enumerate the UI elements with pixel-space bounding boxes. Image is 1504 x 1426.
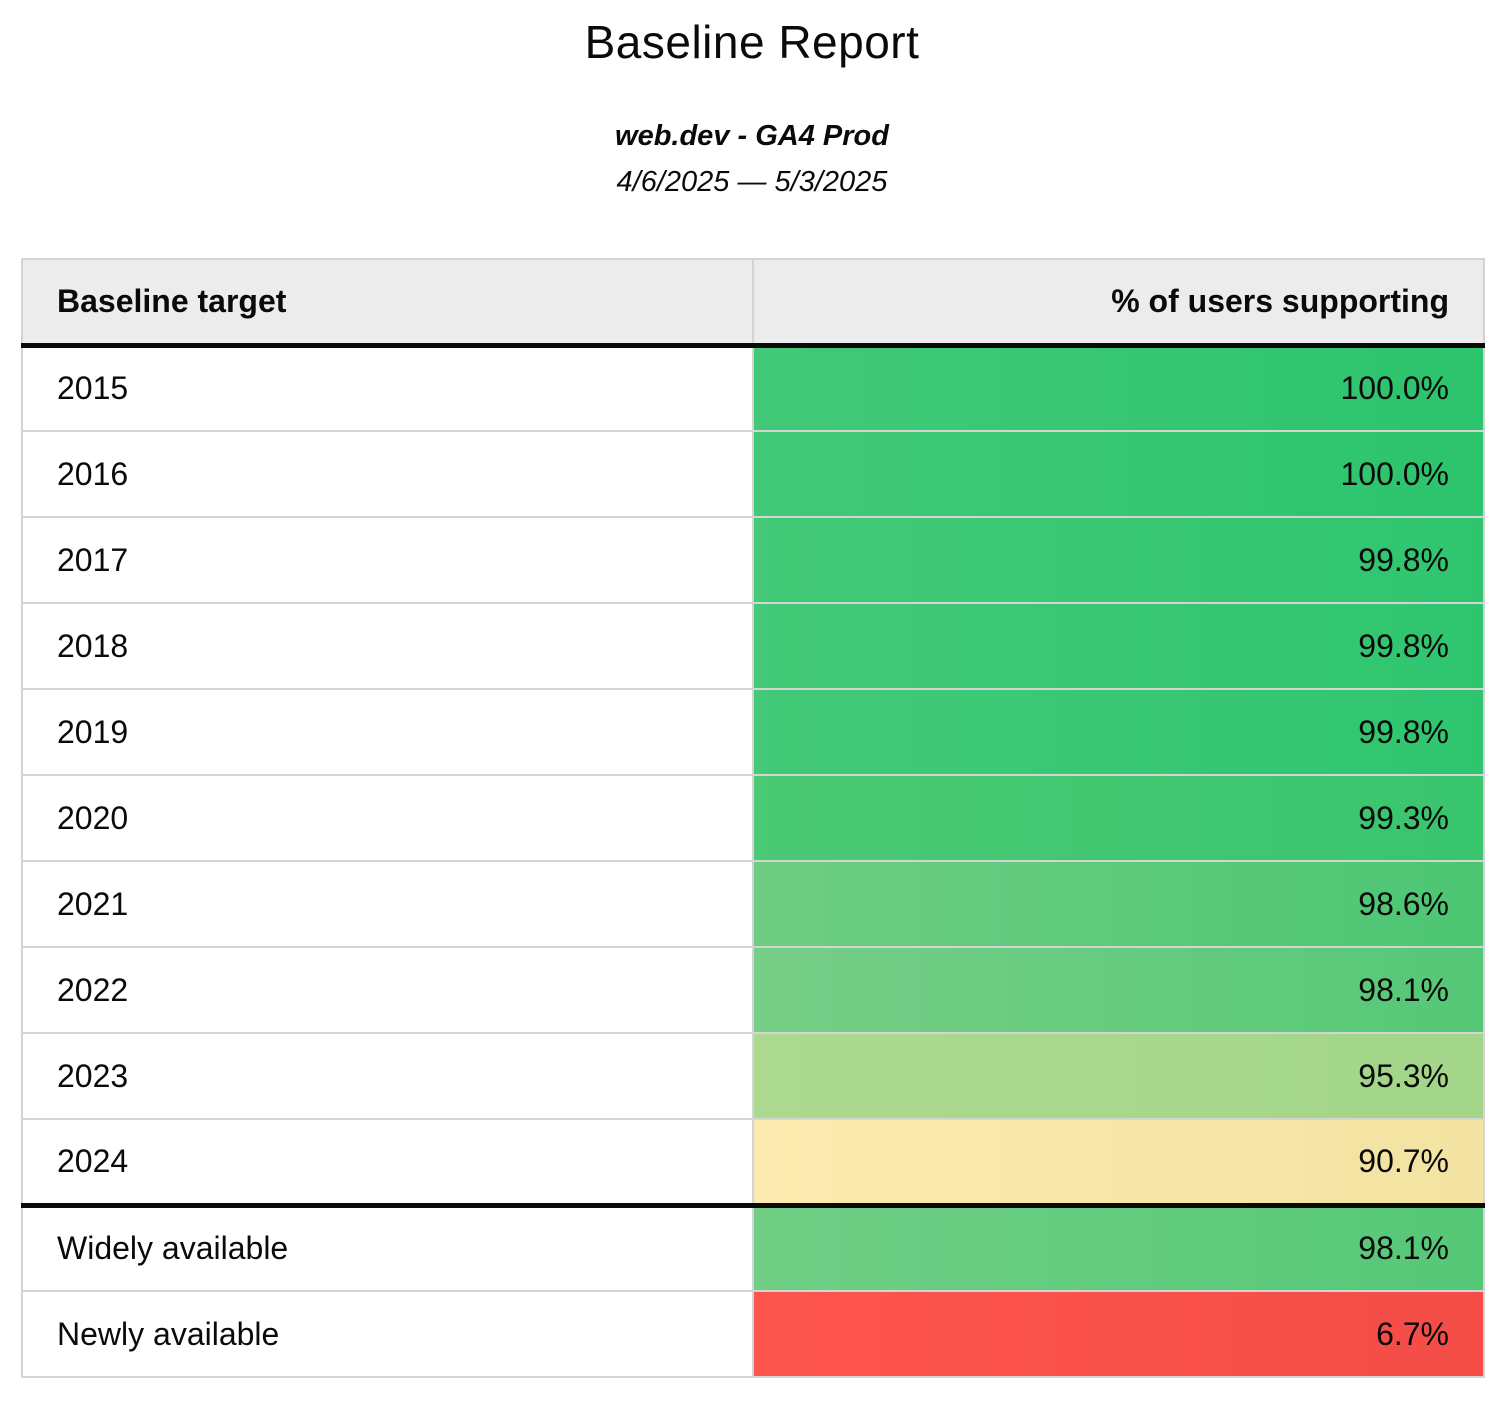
baseline-report-table: Baseline target % of users supporting 20…	[21, 258, 1485, 1378]
percent-users-supporting-cell: 98.1%	[752, 946, 1485, 1034]
percent-users-supporting-cell: 99.3%	[752, 774, 1485, 862]
percent-users-supporting-cell: 98.1%	[752, 1202, 1485, 1292]
table-row: 2017 99.8%	[21, 516, 1485, 604]
table-row: 2023 95.3%	[21, 1032, 1485, 1120]
baseline-target-cell: 2017	[21, 516, 754, 604]
baseline-target-cell: 2024	[21, 1118, 754, 1206]
baseline-target-cell: 2021	[21, 860, 754, 948]
percent-users-supporting-cell: 100.0%	[752, 430, 1485, 518]
baseline-target-cell: 2016	[21, 430, 754, 518]
baseline-target-cell: Widely available	[21, 1202, 754, 1292]
table-row: 2018 99.8%	[21, 602, 1485, 690]
table-row: 2021 98.6%	[21, 860, 1485, 948]
report-header: Baseline Report web.dev - GA4 Prod 4/6/2…	[0, 0, 1504, 200]
table-row: Widely available 98.1%	[21, 1202, 1485, 1292]
percent-users-supporting-cell: 95.3%	[752, 1032, 1485, 1120]
baseline-target-cell: 2015	[21, 344, 754, 432]
percent-users-supporting-cell: 100.0%	[752, 344, 1485, 432]
percent-users-supporting-cell: 99.8%	[752, 516, 1485, 604]
table-row: 2022 98.1%	[21, 946, 1485, 1034]
column-header-percent-users-supporting: % of users supporting	[752, 258, 1485, 348]
baseline-target-cell: 2022	[21, 946, 754, 1034]
table-header: Baseline target % of users supporting	[21, 258, 1485, 348]
baseline-target-cell: 2023	[21, 1032, 754, 1120]
page-title: Baseline Report	[584, 16, 920, 68]
table-row: 2016 100.0%	[21, 430, 1485, 518]
percent-users-supporting-cell: 90.7%	[752, 1118, 1485, 1206]
baseline-target-cell: Newly available	[21, 1290, 754, 1378]
baseline-target-cell: 2020	[21, 774, 754, 862]
baseline-target-cell: 2018	[21, 602, 754, 690]
percent-users-supporting-cell: 98.6%	[752, 860, 1485, 948]
table-row: Newly available 6.7%	[21, 1290, 1485, 1378]
percent-users-supporting-cell: 99.8%	[752, 602, 1485, 690]
table-row: 2019 99.8%	[21, 688, 1485, 776]
table-row: 2024 90.7%	[21, 1118, 1485, 1206]
percent-users-supporting-cell: 6.7%	[752, 1290, 1485, 1378]
report-property-subtitle: web.dev - GA4 Prod	[615, 120, 889, 152]
table-header-row: Baseline target % of users supporting	[21, 258, 1485, 348]
percent-users-supporting-cell: 99.8%	[752, 688, 1485, 776]
table-row: 2015 100.0%	[21, 344, 1485, 432]
table-body: 2015 100.0% 2016 100.0% 2017 99.8% 2018 99.8% 20…	[21, 344, 1485, 1378]
column-header-baseline-target: Baseline target	[21, 258, 754, 348]
report-date-range: 4/6/2025 — 5/3/2025	[616, 166, 888, 198]
baseline-target-cell: 2019	[21, 688, 754, 776]
table-row: 2020 99.3%	[21, 774, 1485, 862]
